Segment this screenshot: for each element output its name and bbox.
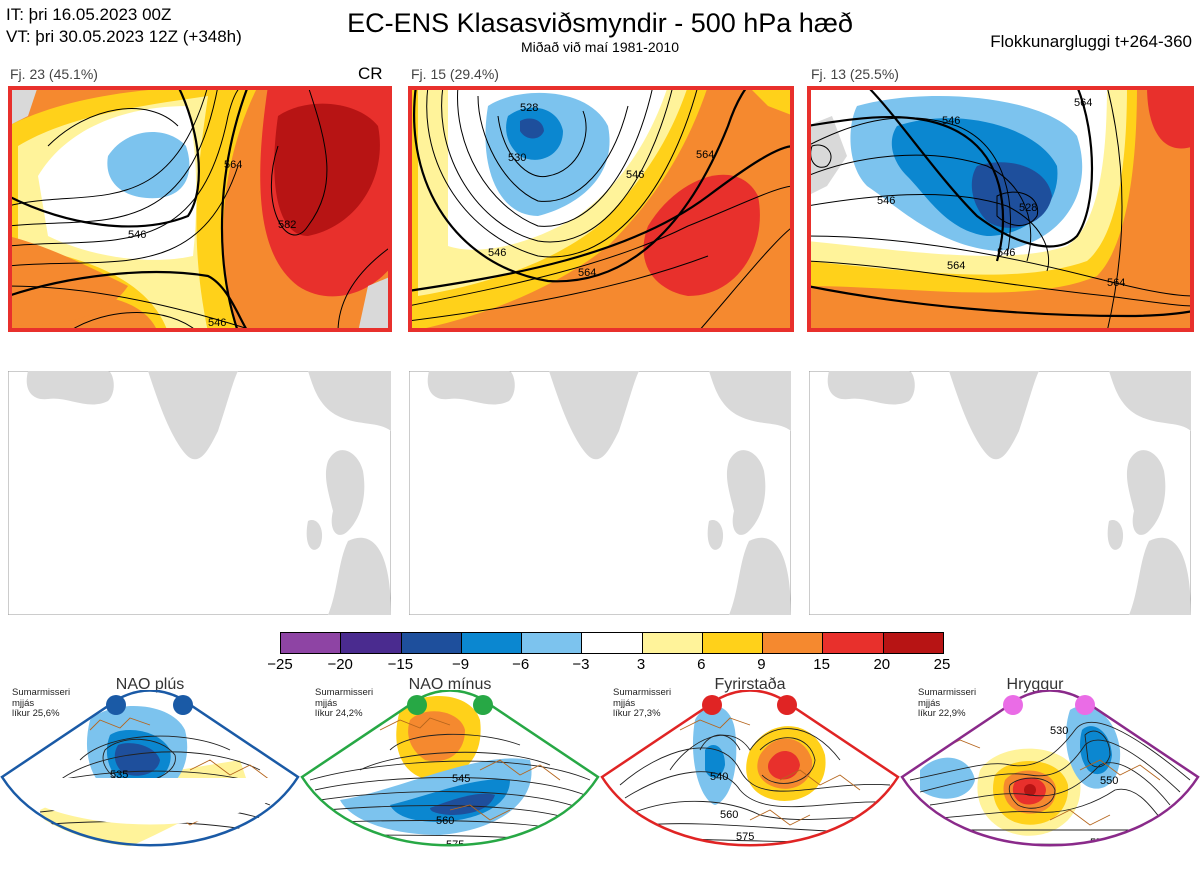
contour-label: 528 (1019, 202, 1037, 214)
contour-label: 546 (128, 229, 146, 241)
contour-label: 564 (696, 149, 714, 161)
regime-3-note: Sumarmisseri mjjás líkur 27,3% (613, 687, 672, 719)
regime-marker-dot (106, 695, 126, 715)
cluster-map-1[interactable]: 546 564 582 546 (8, 86, 392, 332)
colorbar-tick-label: −9 (451, 656, 470, 673)
colorbar-tick-label: −15 (387, 656, 414, 673)
colorbar-tick-label: 20 (873, 656, 891, 673)
regime-marker-dot (1003, 695, 1023, 715)
colorbar-segment (762, 633, 823, 653)
contour-label: 540 (710, 771, 728, 783)
contour-label: 530 (508, 152, 526, 164)
contour-label: 560 (118, 805, 136, 817)
colorbar-segment (701, 633, 763, 653)
contour-label: 546 (488, 247, 506, 259)
regime-2-markers (407, 695, 493, 715)
page-subtitle: Miðað við maí 1981-2010 (521, 39, 679, 55)
regime-3-map[interactable]: 540 560 575 (600, 690, 900, 871)
base-map-1[interactable] (8, 371, 391, 615)
regime-2-note: Sumarmisseri mjjás líkur 24,2% (315, 687, 374, 719)
regime-1-name: NAO plús (115, 676, 185, 693)
colorbar-tick-label: −6 (512, 656, 530, 673)
colorbar-segment (400, 633, 461, 653)
regime-marker-dot (702, 695, 722, 715)
panel-1-label: Fj. 23 (45.1%) (10, 66, 98, 82)
regime-marker-dot (777, 695, 797, 715)
classification-window: Flokkunargluggi t+264-360 (990, 32, 1192, 51)
base-map-3[interactable] (809, 371, 1191, 615)
regime-3-name: Fyrirstaða (714, 676, 786, 693)
panel-1-tag: CR (358, 64, 383, 83)
contour-label: 564 (1107, 277, 1125, 289)
contour-label: 550 (1100, 775, 1118, 787)
contour-label: 528 (520, 102, 538, 114)
contour-label: 546 (626, 169, 644, 181)
colorbar-tick-label: −25 (267, 656, 293, 673)
regime-1-note: Sumarmisseri mjjás líkur 25,6% (12, 687, 71, 719)
panel-3-label: Fj. 13 (25.5%) (811, 66, 899, 82)
colorbar-tick-label: 25 (933, 656, 951, 673)
contour-label: 546 (997, 247, 1015, 259)
colorbar-segment (882, 633, 943, 653)
regime-4-note: Sumarmisseri mjjás líkur 22,9% (918, 687, 977, 719)
contour-label: 530 (1050, 725, 1068, 737)
colorbar-segment (521, 633, 582, 653)
initial-time: IT: þri 16.05.2023 00Z (6, 5, 172, 24)
base-map-2[interactable] (409, 371, 791, 615)
colorbar-tick-label: −3 (572, 656, 590, 673)
regime-4-name: Hryggur (1006, 676, 1064, 693)
regime-1-map[interactable]: 535 560 (0, 690, 300, 871)
colorbar-tick-label: 15 (813, 656, 830, 673)
contour-label: 575 (736, 831, 754, 843)
cluster-map-2[interactable]: 528 530 546 546 564 564 (408, 86, 794, 332)
contour-label: 546 (208, 317, 226, 329)
regime-marker-dot (1075, 695, 1095, 715)
colorbar-segment (340, 633, 401, 653)
regime-4-markers (1003, 695, 1095, 715)
header-info: IT: þri 16.05.2023 00Z VT: þri 30.05.202… (6, 4, 242, 48)
contour-label: 546 (877, 195, 895, 207)
contour-label: 545 (452, 773, 470, 785)
cluster-map-3[interactable]: 546 546 528 546 564 564 564 (807, 86, 1194, 332)
colorbar (280, 632, 944, 654)
contour-label: 564 (1074, 97, 1092, 109)
colorbar-tick-label: 9 (757, 656, 766, 673)
regime-2-map[interactable]: 545 560 575 (300, 690, 600, 871)
colorbar-segment (641, 633, 702, 653)
contour-label: 560 (436, 815, 454, 827)
regime-marker-dot (173, 695, 193, 715)
colorbar-segment (281, 633, 341, 653)
regime-2-name: NAO mínus (408, 676, 492, 693)
colorbar-tick-label: −20 (327, 656, 353, 673)
regime-marker-dot (473, 695, 493, 715)
colorbar-segment (822, 633, 883, 653)
contour-label: 564 (224, 159, 242, 171)
colorbar-segment (581, 633, 642, 653)
colorbar-segment (460, 633, 522, 653)
panel-2-label: Fj. 15 (29.4%) (411, 66, 499, 82)
contour-label: 564 (578, 267, 596, 279)
page-title: EC-ENS Klasasviðsmyndir - 500 hPa hæð (347, 8, 853, 38)
contour-label: 582 (278, 219, 296, 231)
regime-3-markers (702, 695, 797, 715)
valid-time: VT: þri 30.05.2023 12Z (+348h) (6, 27, 242, 46)
contour-label: 535 (110, 769, 128, 781)
colorbar-tick-label: 6 (697, 656, 706, 673)
regime-marker-dot (407, 695, 427, 715)
regime-1-markers (106, 695, 193, 715)
contour-label: 546 (942, 115, 960, 127)
colorbar-tick-label: 3 (636, 656, 646, 673)
contour-label: 560 (720, 809, 738, 821)
contour-label: 575 (446, 839, 464, 851)
regime-4-map[interactable]: 530 550 575 (900, 690, 1200, 871)
contour-label: 564 (947, 260, 965, 272)
